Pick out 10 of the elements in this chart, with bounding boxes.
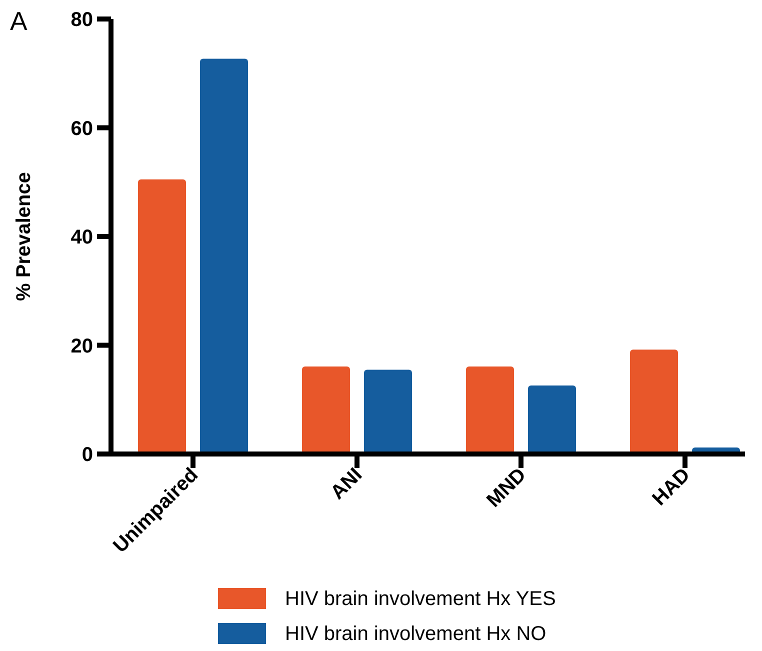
y-tick-label: 80 bbox=[70, 9, 93, 31]
chart-title: A bbox=[10, 6, 28, 36]
x-tick-label: ANI bbox=[326, 464, 367, 504]
y-tick-label: 60 bbox=[70, 118, 93, 140]
legend-label: HIV brain involvement Hx YES bbox=[285, 588, 556, 610]
y-tick-label: 20 bbox=[70, 335, 93, 358]
legend-label: HIV brain involvement Hx NO bbox=[285, 623, 546, 645]
y-tick-label: 40 bbox=[70, 226, 93, 248]
y-tick-label: 0 bbox=[82, 444, 93, 466]
y-axis-title: % Prevalence bbox=[13, 172, 35, 301]
